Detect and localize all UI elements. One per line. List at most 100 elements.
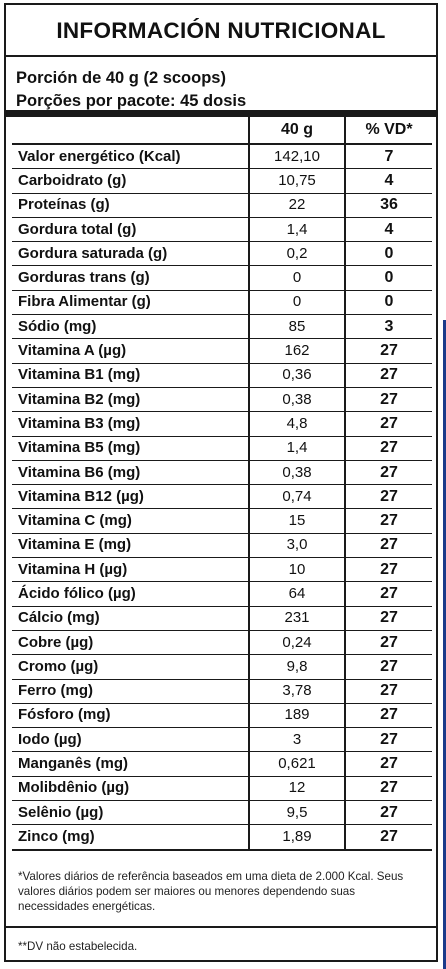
nutrition-label: INFORMACIÓN NUTRICIONAL Porción de 40 g … <box>4 3 438 962</box>
nutrient-quantity: 189 <box>248 703 346 729</box>
nutrient-name: Vitamina B6 (mg) <box>12 460 249 486</box>
nutrient-daily-value: 27 <box>345 533 432 559</box>
nutrient-name: Gordura saturada (g) <box>12 241 249 267</box>
table-row: Gorduras trans (g) 0 0 <box>12 265 432 291</box>
table-row: Ferro (mg) 3,78 27 <box>12 679 432 704</box>
nutrient-quantity: 15 <box>248 508 346 534</box>
nutrient-name: Sódio (mg) <box>12 314 249 340</box>
nutrient-quantity: 10,75 <box>248 168 346 194</box>
nutrient-name: Vitamina H (µg) <box>12 557 249 583</box>
nutrient-daily-value: 27 <box>345 654 432 680</box>
nutrient-name: Cromo (µg) <box>12 654 249 680</box>
nutrient-name: Ferro (mg) <box>12 679 249 704</box>
nutrient-name: Vitamina E (mg) <box>12 533 249 559</box>
nutrient-quantity: 1,89 <box>248 824 346 851</box>
nutrient-quantity: 1,4 <box>248 436 346 461</box>
nutrient-quantity: 142,10 <box>248 144 346 170</box>
nutrient-name: Vitamina B2 (mg) <box>12 387 249 413</box>
servings-per-package: Porções por pacote: 45 dosis <box>16 92 247 110</box>
table-row: Ácido fólico (µg) 64 27 <box>12 581 432 607</box>
nutrient-daily-value: 4 <box>345 168 432 194</box>
nutrient-daily-value: 7 <box>345 144 432 170</box>
nutrient-daily-value: 27 <box>345 800 432 826</box>
nutrient-daily-value: 27 <box>345 751 432 777</box>
title-divider <box>6 55 436 57</box>
table-row: Fibra Alimentar (g) 0 0 <box>12 290 432 316</box>
dv-not-established-footnote: **DV não estabelecida. <box>18 939 138 953</box>
nutrient-daily-value: 27 <box>345 703 432 729</box>
nutrient-name: Iodo (µg) <box>12 727 249 753</box>
nutrient-name: Vitamina A (µg) <box>12 338 249 364</box>
table-row: Molibdênio (µg) 12 27 <box>12 776 432 802</box>
nutrient-daily-value: 3 <box>345 314 432 340</box>
table-row: Cálcio (mg) 231 27 <box>12 606 432 631</box>
table-row: Vitamina B2 (mg) 0,38 27 <box>12 387 432 413</box>
label-title: INFORMACIÓN NUTRICIONAL <box>56 18 386 43</box>
nutrient-name: Molibdênio (µg) <box>12 776 249 802</box>
daily-value-footnote: *Valores diários de referência baseados … <box>18 869 404 913</box>
nutrient-daily-value: 27 <box>345 338 432 364</box>
table-header-row: 40 g % VD* <box>12 117 432 145</box>
footnote-divider <box>6 925 436 928</box>
table-row: Carboidrato (g) 10,75 4 <box>12 168 432 194</box>
nutrient-daily-value: 27 <box>345 484 432 510</box>
nutrient-name: Ácido fólico (µg) <box>12 581 249 607</box>
nutrient-quantity: 0,24 <box>248 630 346 656</box>
nutrient-quantity: 0,621 <box>248 751 346 777</box>
nutrient-daily-value: 27 <box>345 630 432 656</box>
nutrient-quantity: 0 <box>248 265 346 291</box>
nutrient-quantity: 162 <box>248 338 346 364</box>
nutrient-daily-value: 4 <box>345 217 432 243</box>
nutrient-quantity: 3 <box>248 727 346 753</box>
nutrient-name: Vitamina B3 (mg) <box>12 411 249 437</box>
nutrient-name: Selênio (µg) <box>12 800 249 826</box>
nutrient-name: Fósforo (mg) <box>12 703 249 729</box>
nutrient-quantity: 0,74 <box>248 484 346 510</box>
nutrient-quantity: 22 <box>248 193 346 218</box>
nutrition-table-body: Valor energético (Kcal) 142,10 7 Carboidrat… <box>12 144 432 851</box>
table-row: Gordura total (g) 1,4 4 <box>12 217 432 243</box>
nutrient-daily-value: 0 <box>345 265 432 291</box>
nutrient-name: Vitamina B1 (mg) <box>12 363 249 388</box>
nutrient-quantity: 231 <box>248 606 346 631</box>
nutrient-quantity: 0 <box>248 290 346 316</box>
nutrient-quantity: 3,78 <box>248 679 346 704</box>
table-row: Selênio (µg) 9,5 27 <box>12 800 432 826</box>
table-row: Sódio (mg) 85 3 <box>12 314 432 340</box>
table-row: Vitamina B5 (mg) 1,4 27 <box>12 436 432 461</box>
nutrient-name: Cobre (µg) <box>12 630 249 656</box>
nutrient-name: Valor energético (Kcal) <box>12 144 249 170</box>
frame-accent-line <box>443 320 446 969</box>
nutrient-daily-value: 36 <box>345 193 432 218</box>
nutrient-quantity: 0,38 <box>248 460 346 486</box>
header-quantity: 40 g <box>248 117 346 145</box>
table-row: Gordura saturada (g) 0,2 0 <box>12 241 432 267</box>
nutrient-name: Vitamina B5 (mg) <box>12 436 249 461</box>
table-row: Vitamina C (mg) 15 27 <box>12 508 432 534</box>
nutrition-table-wrap: 40 g % VD* Valor energético (Kcal) 142,10… <box>12 117 432 851</box>
nutrient-name: Vitamina C (mg) <box>12 508 249 534</box>
table-row: Iodo (µg) 3 27 <box>12 727 432 753</box>
table-row: Vitamina B6 (mg) 0,38 27 <box>12 460 432 486</box>
header-blank-cell <box>12 117 249 145</box>
portion-size: Porción de 40 g (2 scoops) <box>16 69 226 87</box>
nutrient-daily-value: 27 <box>345 776 432 802</box>
table-row: Vitamina B3 (mg) 4,8 27 <box>12 411 432 437</box>
nutrient-quantity: 9,8 <box>248 654 346 680</box>
nutrient-daily-value: 27 <box>345 436 432 461</box>
nutrition-table: 40 g % VD* Valor energético (Kcal) 142,10… <box>12 117 432 851</box>
nutrient-daily-value: 27 <box>345 824 432 851</box>
table-row: Zinco (mg) 1,89 27 <box>12 824 432 851</box>
nutrient-quantity: 10 <box>248 557 346 583</box>
nutrient-name: Cálcio (mg) <box>12 606 249 631</box>
nutrient-quantity: 9,5 <box>248 800 346 826</box>
nutrient-quantity: 12 <box>248 776 346 802</box>
table-row: Vitamina B12 (µg) 0,74 27 <box>12 484 432 510</box>
nutrient-quantity: 85 <box>248 314 346 340</box>
nutrient-daily-value: 27 <box>345 411 432 437</box>
portion-divider <box>6 110 436 117</box>
table-row: Vitamina H (µg) 10 27 <box>12 557 432 583</box>
nutrient-quantity: 3,0 <box>248 533 346 559</box>
nutrient-daily-value: 27 <box>345 460 432 486</box>
table-row: Cromo (µg) 9,8 27 <box>12 654 432 680</box>
